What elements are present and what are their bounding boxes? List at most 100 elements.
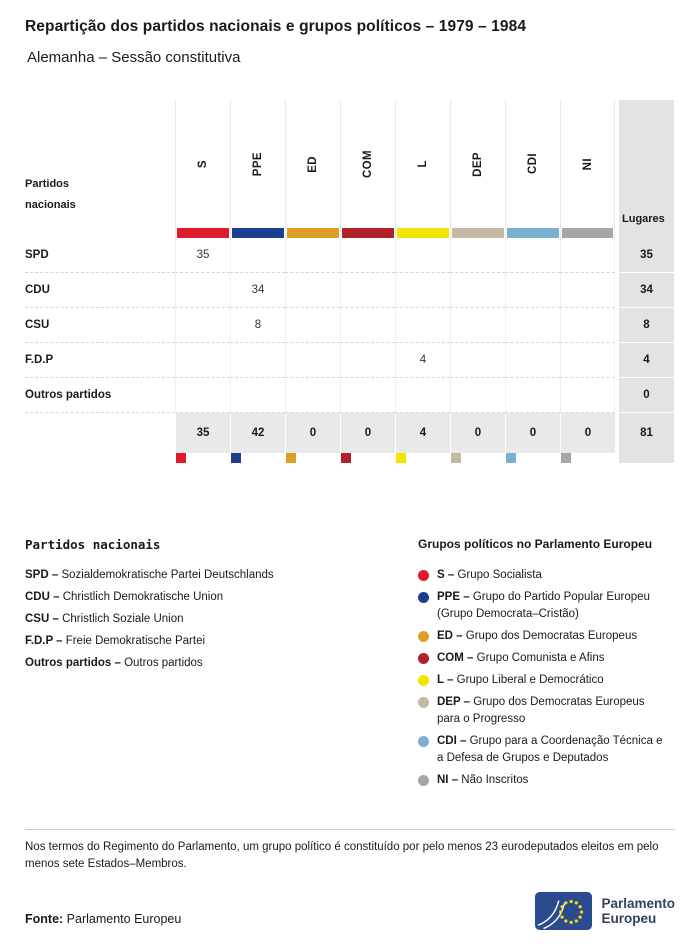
seat-count-cell xyxy=(505,238,560,273)
groups-legend-list: S – Grupo Socialista PPE – Grupo do Parti… xyxy=(418,567,670,789)
grand-total-seats: 81 xyxy=(619,413,674,453)
group-legend-item: NI – Não Inscritos xyxy=(418,772,670,789)
seat-count-cell xyxy=(175,273,230,308)
group-code-label: DEP xyxy=(472,151,484,177)
group-code-label: PPE xyxy=(252,151,264,177)
seat-count-cell xyxy=(560,273,615,308)
group-legend-item: CDI – Grupo para a Coordenação Técnica e… xyxy=(418,733,670,767)
party-legend-item: F.D.P – Freie Demokratische Partei xyxy=(25,634,418,649)
seat-count-cell xyxy=(395,273,450,308)
group-color-dot xyxy=(418,570,429,581)
group-color-bar xyxy=(451,453,461,463)
group-abbr: NI – xyxy=(437,774,459,786)
group-color-dot xyxy=(418,653,429,664)
source-value: Parlamento Europeu xyxy=(66,912,182,927)
group-color-bar xyxy=(562,228,613,238)
group-color-bar xyxy=(561,453,571,463)
group-color-bar xyxy=(286,453,296,463)
column-gap xyxy=(615,273,619,308)
seat-count-cell xyxy=(505,273,560,308)
group-legend-text: L – Grupo Liberal e Democrático xyxy=(437,672,604,689)
table-row: SPD 35 35 xyxy=(25,238,674,273)
group-code-label: CDI xyxy=(527,153,539,175)
party-full-name: Christlich Soziale Union xyxy=(62,613,184,625)
party-abbr: CDU – xyxy=(25,591,60,603)
party-full-name: Freie Demokratische Partei xyxy=(65,635,206,647)
seat-count-cell xyxy=(560,378,615,413)
group-color-bar xyxy=(341,453,351,463)
seat-count-cell xyxy=(175,378,230,413)
party-abbr: SPD – xyxy=(25,569,59,581)
seat-count-cell xyxy=(340,378,395,413)
footnote: Nos termos do Regimento do Parlamento, u… xyxy=(25,829,675,872)
group-legend-item: COM – Grupo Comunista e Afins xyxy=(418,650,670,667)
group-full-name: Grupo Liberal e Democrático xyxy=(456,674,604,686)
column-gap xyxy=(615,308,619,343)
group-column-header: COM xyxy=(340,100,395,238)
seats-column-header: Lugares xyxy=(619,100,674,238)
party-abbr: F.D.P – xyxy=(25,635,63,647)
party-name: CDU xyxy=(25,273,175,308)
source-row: Fonte: Parlamento Europeu Parlamento xyxy=(25,892,675,931)
group-legend-text: CDI – Grupo para a Coordenação Técnica e… xyxy=(437,733,670,767)
ep-logo-line1: Parlamento xyxy=(601,895,675,911)
group-color-bar xyxy=(452,228,504,238)
seat-count-cell xyxy=(560,238,615,273)
seat-count-cell xyxy=(395,238,450,273)
group-legend-item: PPE – Grupo do Partido Popular Europeu (… xyxy=(418,589,670,623)
group-abbr: S – xyxy=(437,569,455,581)
group-legend-item: DEP – Grupo dos Democratas Europeus para… xyxy=(418,694,670,728)
source-label: Fonte: xyxy=(25,912,64,927)
table-row: Outros partidos 0 xyxy=(25,378,674,413)
seat-count-cell xyxy=(450,378,505,413)
party-name: Outros partidos xyxy=(25,378,175,413)
table-header-row: Partidos nacionais S PPE ED COM L DEP CDI NI Luga… xyxy=(25,100,674,238)
seat-count-cell xyxy=(285,308,340,343)
seat-count-cell xyxy=(285,378,340,413)
group-legend-text: NI – Não Inscritos xyxy=(437,772,528,789)
total-row-label-cell xyxy=(25,413,175,453)
seat-count-cell xyxy=(285,343,340,378)
column-gap xyxy=(615,343,619,378)
column-gap xyxy=(615,100,619,238)
group-legend-text: COM – Grupo Comunista e Afins xyxy=(437,650,604,667)
table-row: CSU 8 8 xyxy=(25,308,674,343)
seat-count-cell: 4 xyxy=(395,343,450,378)
group-total-cell: 35 xyxy=(175,413,230,453)
group-column-header-labelwrap: DEP xyxy=(451,100,505,228)
group-column-header: L xyxy=(395,100,450,238)
group-abbr: ED – xyxy=(437,630,463,642)
group-legend-item: S – Grupo Socialista xyxy=(418,567,670,584)
column-gap xyxy=(615,378,619,413)
seat-count-cell xyxy=(340,343,395,378)
group-legend-text: ED – Grupo dos Democratas Europeus xyxy=(437,628,637,645)
group-full-name: Grupo dos Democratas Europeus xyxy=(465,630,638,642)
seat-count-cell xyxy=(395,308,450,343)
seat-count-cell: 34 xyxy=(230,273,285,308)
group-full-name: Grupo dos Democratas Europeus para o Pro… xyxy=(437,696,645,725)
seat-count-cell xyxy=(560,343,615,378)
group-total-cell: 0 xyxy=(505,413,560,453)
group-total-cell: 42 xyxy=(230,413,285,453)
seat-count-cell xyxy=(175,308,230,343)
group-color-bar-cell xyxy=(340,453,395,463)
eu-flag-icon xyxy=(535,892,593,931)
group-total-cell: 0 xyxy=(285,413,340,453)
seat-count-cell xyxy=(450,308,505,343)
seat-count-cell xyxy=(230,378,285,413)
groups-legend-title: Grupos políticos no Parlamento Europeu xyxy=(418,537,653,551)
party-legend-item: Outros partidos – Outros partidos xyxy=(25,656,418,671)
group-column-header-labelwrap: S xyxy=(176,100,230,228)
party-abbr: Outros partidos – xyxy=(25,657,121,669)
column-gap xyxy=(615,238,619,273)
group-column-header-labelwrap: COM xyxy=(341,100,395,228)
group-color-bar xyxy=(176,453,186,463)
group-column-header-labelwrap: L xyxy=(396,100,450,228)
group-color-bar-cell xyxy=(560,453,615,463)
group-column-header-labelwrap: CDI xyxy=(506,100,560,228)
group-full-name: Grupo Comunista e Afins xyxy=(476,652,605,664)
group-color-bar xyxy=(342,228,394,238)
group-code-label: NI xyxy=(581,157,594,171)
group-legend-text: DEP – Grupo dos Democratas Europeus para… xyxy=(437,694,670,728)
group-total-cell: 0 xyxy=(450,413,505,453)
